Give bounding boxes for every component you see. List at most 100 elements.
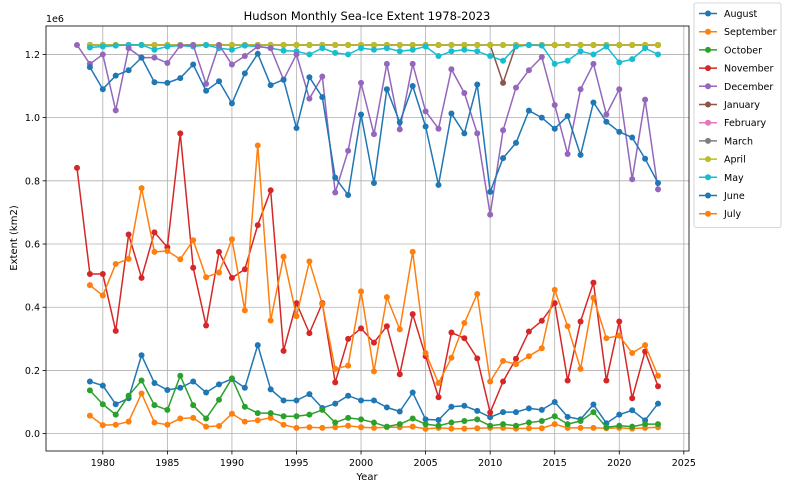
data-point (254, 222, 261, 229)
data-point (203, 322, 210, 329)
data-point (99, 51, 106, 58)
y-tick-label: 0.2 (25, 366, 40, 377)
data-point (448, 48, 455, 55)
data-point (538, 345, 545, 352)
data-point (642, 45, 649, 52)
data-point (474, 416, 481, 423)
data-point (86, 271, 93, 278)
legend-item-april: April (699, 155, 746, 166)
data-point (112, 42, 119, 49)
legend-marker (705, 156, 711, 163)
legend: August September October November December Ja… (693, 2, 782, 228)
data-point (474, 290, 481, 297)
data-point (435, 380, 442, 387)
x-tick-label: 2020 (607, 458, 631, 469)
data-point (422, 43, 429, 50)
data-point (319, 406, 326, 413)
data-point (396, 371, 403, 378)
data-point (383, 423, 390, 430)
data-point (203, 80, 210, 87)
legend-item-november: November (699, 64, 774, 75)
data-point (512, 422, 519, 429)
data-point (500, 378, 507, 385)
data-point (216, 41, 223, 48)
data-point (99, 86, 106, 93)
data-point (280, 421, 287, 428)
data-point (280, 253, 287, 260)
data-point (512, 84, 519, 91)
data-point (603, 377, 610, 384)
data-point (177, 42, 184, 49)
legend-item-february: February (699, 118, 766, 129)
data-point (422, 350, 429, 357)
data-point (448, 41, 455, 48)
data-point (164, 43, 171, 50)
data-point (474, 425, 481, 432)
y-axis: 0.0 0.2 0.4 0.6 0.8 1.0 1.2 (25, 50, 46, 440)
series-line (76, 44, 659, 216)
y-tick-label: 1.2 (25, 50, 40, 61)
data-point (590, 294, 597, 301)
data-point (151, 402, 158, 409)
y-tick-label: 0.0 (25, 429, 40, 440)
data-point (603, 118, 610, 125)
data-point (177, 384, 184, 391)
data-point (177, 415, 184, 422)
data-point (358, 416, 365, 423)
legend-item-december: December (699, 82, 773, 93)
data-point (254, 410, 261, 417)
data-point (551, 125, 558, 132)
data-point (590, 41, 597, 48)
data-point (319, 73, 326, 80)
data-point (655, 421, 662, 428)
data-point (525, 419, 532, 426)
data-point (306, 95, 313, 102)
data-point (86, 412, 93, 419)
data-point (190, 264, 197, 271)
data-point (500, 57, 507, 64)
data-point (435, 53, 442, 60)
data-point (422, 425, 429, 432)
data-point (512, 139, 519, 146)
data-point (203, 87, 210, 94)
data-point (396, 126, 403, 133)
data-point (435, 181, 442, 188)
legend-marker (705, 28, 711, 35)
data-point (293, 51, 300, 58)
data-point (655, 400, 662, 407)
data-point (525, 41, 532, 48)
data-point (319, 45, 326, 52)
legend-marker (705, 46, 711, 53)
data-point (474, 41, 481, 48)
data-point (409, 311, 416, 318)
data-point (383, 294, 390, 301)
data-point (164, 79, 171, 86)
data-point (629, 56, 636, 63)
data-point (345, 41, 352, 48)
data-point (267, 45, 274, 52)
data-point (422, 421, 429, 428)
data-point (551, 102, 558, 108)
data-point (551, 41, 558, 48)
x-tick-label: 2025 (672, 458, 696, 469)
data-point (370, 397, 377, 404)
data-point (319, 94, 326, 101)
data-point (125, 255, 132, 262)
data-point (538, 42, 545, 49)
x-tick-label: 2000 (349, 458, 373, 469)
data-point (177, 130, 184, 137)
data-point (590, 401, 597, 408)
data-point (345, 335, 352, 342)
data-point (512, 43, 519, 50)
data-point (525, 328, 532, 335)
data-point (86, 44, 93, 51)
data-point (629, 41, 636, 48)
data-point (409, 60, 416, 67)
data-point (551, 413, 558, 420)
data-point (216, 423, 223, 430)
data-point (151, 419, 158, 426)
data-point (228, 100, 235, 107)
data-point (487, 378, 494, 385)
data-point (616, 41, 623, 48)
data-point (551, 399, 558, 406)
